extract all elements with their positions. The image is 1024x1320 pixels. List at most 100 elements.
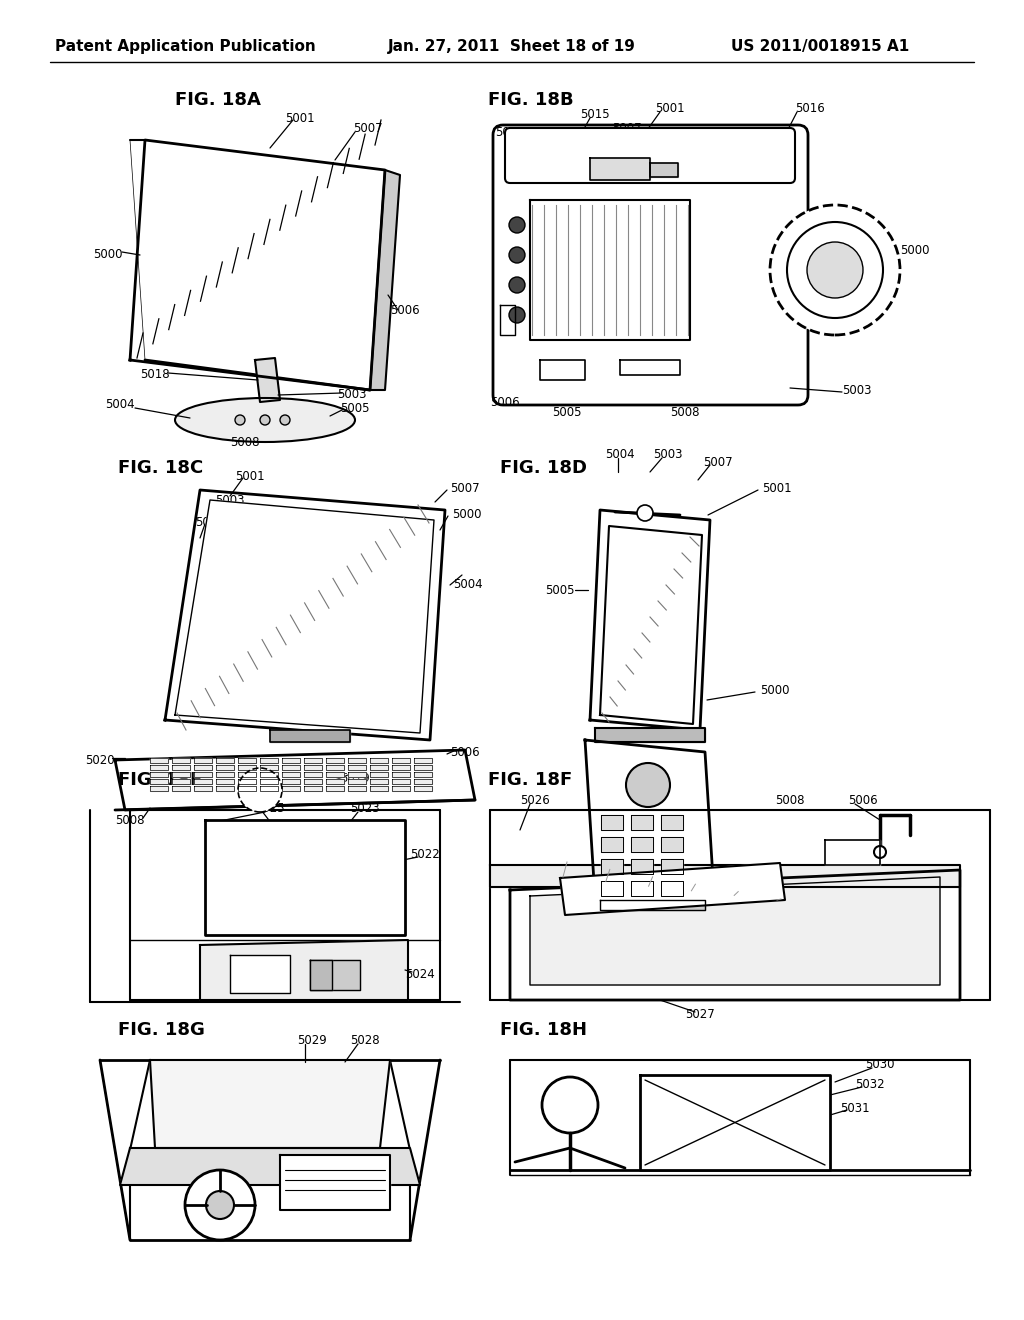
Polygon shape xyxy=(631,859,653,874)
Text: 5008: 5008 xyxy=(615,908,644,921)
Polygon shape xyxy=(326,785,344,791)
Polygon shape xyxy=(216,785,234,791)
Text: FIG. 18H: FIG. 18H xyxy=(500,1020,587,1039)
Text: 5001: 5001 xyxy=(236,470,265,483)
Text: 5021: 5021 xyxy=(265,824,295,837)
Text: 5032: 5032 xyxy=(855,1078,885,1092)
Text: 5006: 5006 xyxy=(670,903,699,916)
Polygon shape xyxy=(238,785,256,791)
Text: 5015: 5015 xyxy=(581,108,610,121)
Polygon shape xyxy=(216,772,234,777)
Polygon shape xyxy=(348,779,366,784)
Circle shape xyxy=(509,216,525,234)
Polygon shape xyxy=(115,750,475,810)
Polygon shape xyxy=(270,730,350,742)
Polygon shape xyxy=(414,766,432,770)
Text: 5029: 5029 xyxy=(297,1034,327,1047)
Polygon shape xyxy=(601,880,623,896)
Text: 5004: 5004 xyxy=(666,132,695,144)
Polygon shape xyxy=(370,766,388,770)
Text: 5004: 5004 xyxy=(605,449,635,462)
Polygon shape xyxy=(238,779,256,784)
Circle shape xyxy=(874,846,886,858)
Text: 5000: 5000 xyxy=(93,248,123,261)
Text: 5023: 5023 xyxy=(350,801,380,814)
Polygon shape xyxy=(260,772,278,777)
Polygon shape xyxy=(282,766,300,770)
Text: 5000: 5000 xyxy=(760,684,790,697)
Polygon shape xyxy=(326,772,344,777)
Polygon shape xyxy=(490,865,961,887)
Polygon shape xyxy=(310,960,332,990)
Text: 5005: 5005 xyxy=(196,516,224,528)
Text: 5020: 5020 xyxy=(85,754,115,767)
Text: 5006: 5006 xyxy=(450,746,479,759)
Polygon shape xyxy=(205,820,406,935)
Text: 5028: 5028 xyxy=(350,1034,380,1047)
Polygon shape xyxy=(304,779,322,784)
Polygon shape xyxy=(150,772,168,777)
Circle shape xyxy=(807,242,863,298)
Polygon shape xyxy=(530,201,690,341)
Polygon shape xyxy=(392,772,410,777)
Polygon shape xyxy=(348,785,366,791)
Polygon shape xyxy=(392,766,410,770)
Polygon shape xyxy=(120,1148,420,1185)
Polygon shape xyxy=(414,785,432,791)
Polygon shape xyxy=(326,766,344,770)
Polygon shape xyxy=(600,900,705,909)
Text: 5000: 5000 xyxy=(900,243,930,256)
Text: 5018: 5018 xyxy=(140,368,170,381)
Polygon shape xyxy=(620,360,680,375)
Polygon shape xyxy=(560,863,785,915)
Text: 5003: 5003 xyxy=(337,388,367,401)
Polygon shape xyxy=(304,785,322,791)
Text: 5019: 5019 xyxy=(340,771,370,784)
Polygon shape xyxy=(194,785,212,791)
Polygon shape xyxy=(172,779,190,784)
Polygon shape xyxy=(260,785,278,791)
Text: 5003: 5003 xyxy=(653,449,683,462)
Polygon shape xyxy=(540,360,585,380)
Text: 5004: 5004 xyxy=(105,399,135,412)
Polygon shape xyxy=(392,779,410,784)
Circle shape xyxy=(238,768,282,812)
Text: 5022: 5022 xyxy=(411,849,440,862)
Text: 5019: 5019 xyxy=(496,125,525,139)
Polygon shape xyxy=(194,758,212,763)
Polygon shape xyxy=(370,772,388,777)
Circle shape xyxy=(280,414,290,425)
Polygon shape xyxy=(370,170,400,389)
Polygon shape xyxy=(194,766,212,770)
Polygon shape xyxy=(175,500,434,733)
Polygon shape xyxy=(631,880,653,896)
Ellipse shape xyxy=(175,399,355,442)
Circle shape xyxy=(206,1191,234,1218)
Polygon shape xyxy=(510,870,961,1001)
Polygon shape xyxy=(414,758,432,763)
Polygon shape xyxy=(304,766,322,770)
FancyBboxPatch shape xyxy=(493,125,808,405)
Text: 5007: 5007 xyxy=(612,121,642,135)
Text: Jan. 27, 2011  Sheet 18 of 19: Jan. 27, 2011 Sheet 18 of 19 xyxy=(388,40,636,54)
Text: FIG. 18F: FIG. 18F xyxy=(488,771,572,789)
Polygon shape xyxy=(238,766,256,770)
Circle shape xyxy=(787,222,883,318)
Polygon shape xyxy=(310,960,360,990)
Polygon shape xyxy=(172,758,190,763)
Polygon shape xyxy=(370,785,388,791)
Polygon shape xyxy=(150,758,168,763)
Polygon shape xyxy=(216,758,234,763)
Circle shape xyxy=(234,414,245,425)
Circle shape xyxy=(626,763,670,807)
Polygon shape xyxy=(230,954,290,993)
Polygon shape xyxy=(348,772,366,777)
Polygon shape xyxy=(600,525,702,723)
Text: FIG. 18B: FIG. 18B xyxy=(488,91,573,110)
Polygon shape xyxy=(640,1074,830,1170)
Polygon shape xyxy=(631,814,653,830)
Polygon shape xyxy=(216,779,234,784)
Text: 5005: 5005 xyxy=(552,407,582,420)
Polygon shape xyxy=(150,779,168,784)
Circle shape xyxy=(542,1077,598,1133)
